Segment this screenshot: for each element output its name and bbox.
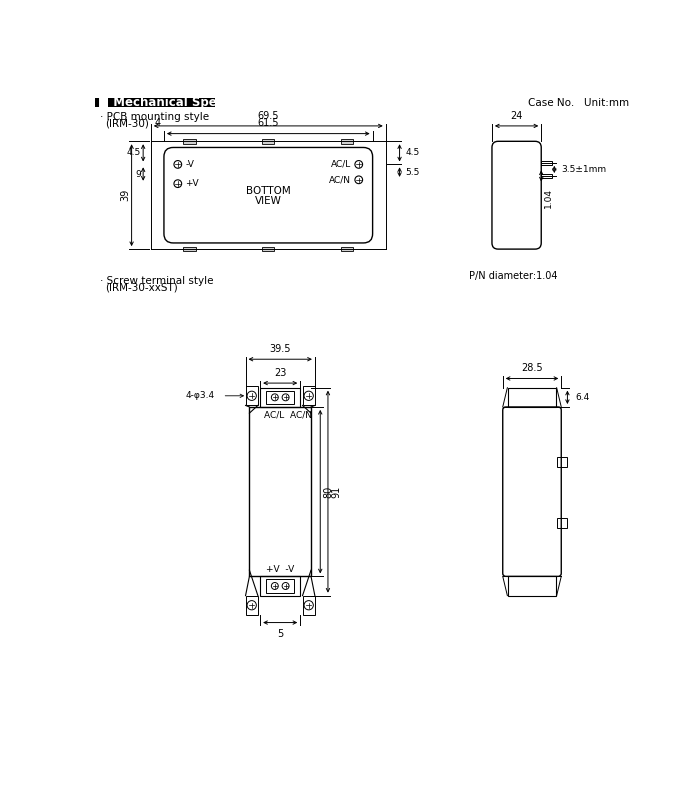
Text: 1.04: 1.04 [543, 188, 552, 208]
Bar [557, 518, 567, 528]
Bar [541, 173, 552, 178]
Text: 5: 5 [277, 629, 284, 638]
Text: 5.5: 5.5 [406, 168, 420, 177]
Text: 4.5: 4.5 [127, 149, 141, 157]
Text: +V: +V [186, 179, 199, 188]
Bar [183, 247, 195, 252]
Bar [508, 388, 556, 407]
Bar [95, 98, 215, 107]
Text: 39.5: 39.5 [270, 344, 291, 354]
Bar [302, 595, 315, 615]
Text: (IRM-30): (IRM-30) [105, 119, 148, 129]
Text: AC/L: AC/L [331, 160, 351, 169]
Text: · Screw terminal style: · Screw terminal style [100, 276, 214, 286]
Text: 28.5: 28.5 [522, 363, 542, 373]
Text: 3.5±1mm: 3.5±1mm [561, 165, 606, 174]
Bar [246, 386, 258, 405]
Text: · PCB mounting style: · PCB mounting style [100, 112, 209, 122]
Bar [266, 579, 294, 593]
Text: -V: -V [186, 160, 195, 169]
Text: 24: 24 [510, 110, 523, 121]
Text: 80: 80 [323, 486, 333, 498]
Text: P/N diameter:1.04: P/N diameter:1.04 [469, 271, 557, 280]
Text: AC/N: AC/N [329, 175, 351, 185]
Bar [260, 388, 300, 407]
Bar [541, 161, 552, 165]
Text: 6.4: 6.4 [575, 393, 589, 402]
Text: 61.5: 61.5 [258, 118, 279, 128]
Text: 91: 91 [331, 486, 341, 498]
Bar [249, 407, 311, 576]
Text: 4: 4 [154, 118, 160, 128]
Text: BOTTOM: BOTTOM [246, 186, 290, 197]
Bar [266, 391, 294, 403]
Bar [557, 456, 567, 467]
Bar [262, 247, 274, 252]
Text: +V  -V: +V -V [266, 565, 295, 574]
Text: VIEW: VIEW [255, 196, 281, 205]
Bar [246, 595, 258, 615]
Text: 23: 23 [274, 368, 286, 378]
Text: 69.5: 69.5 [258, 110, 279, 121]
Text: 39: 39 [120, 189, 130, 201]
Bar [260, 576, 300, 595]
Text: (IRM-30-xxST): (IRM-30-xxST) [105, 283, 177, 293]
Text: AC/L  AC/N: AC/L AC/N [264, 410, 312, 419]
Bar [508, 576, 556, 595]
Text: 4.5: 4.5 [406, 149, 420, 157]
Bar [183, 139, 195, 144]
Bar [302, 386, 315, 405]
Text: Case No.   Unit:mm: Case No. Unit:mm [528, 97, 629, 108]
Bar [341, 139, 354, 144]
Bar [341, 247, 354, 252]
Text: 9: 9 [135, 169, 141, 178]
Text: 4-φ3.4: 4-φ3.4 [186, 392, 215, 400]
Text: ■ Mechanical Specification: ■ Mechanical Specification [99, 97, 279, 109]
Bar [262, 139, 274, 144]
